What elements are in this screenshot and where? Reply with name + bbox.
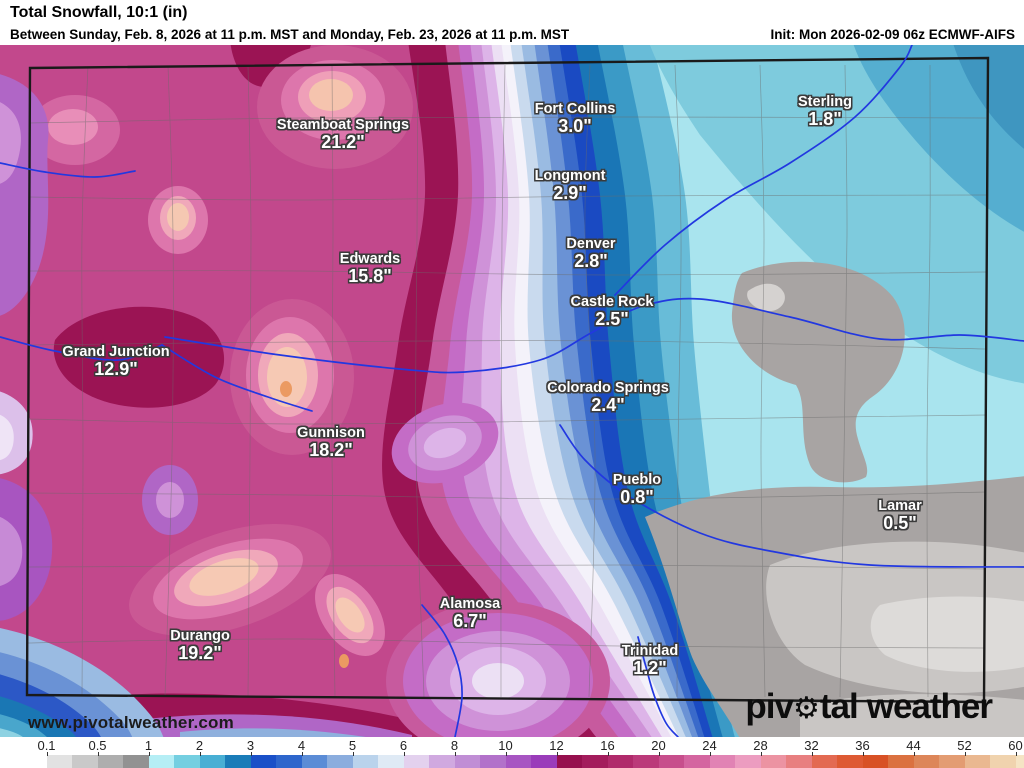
gear-icon: ⚙ (792, 691, 820, 726)
snowfall-color-scale: 0.1 0.5 1 2 3 4 5 6 8 10 12 16 20 24 28 32 36 44 52 60 (0, 737, 1024, 768)
colorbar-tick-mark (709, 752, 711, 756)
colorbar-tick-mark (454, 752, 456, 756)
colorbar-segment (862, 755, 888, 768)
colorbar-segment (225, 755, 251, 768)
colorbar-segment (735, 755, 761, 768)
colorbar-tick-label: 6 (399, 738, 408, 753)
colorbar-segment (888, 755, 914, 768)
colorbar-segment (123, 755, 149, 768)
colorbar-segment (97, 755, 123, 768)
colorbar-segment (429, 755, 455, 768)
colorbar-segment (709, 755, 735, 768)
colorbar-tick-label: 28 (753, 738, 768, 753)
colorbar (21, 755, 1024, 768)
colorbar-tick-mark (505, 752, 507, 756)
colorbar-segment (556, 755, 582, 768)
colorbar-tick-mark (556, 752, 558, 756)
colorbar-tick-mark (352, 752, 354, 756)
colorbar-segment (403, 755, 429, 768)
colorbar-tick-mark (760, 752, 762, 756)
colorbar-tick-mark (913, 752, 915, 756)
colorbar-segment (582, 755, 608, 768)
colorbar-segment (378, 755, 404, 768)
colorbar-tick-label: 0.5 (88, 738, 107, 753)
colorbar-segment (454, 755, 480, 768)
colorbar-tick-mark (1015, 752, 1017, 756)
colorbar-tick-mark (964, 752, 966, 756)
colorbar-segment (148, 755, 174, 768)
colorbar-tick-label: 8 (450, 738, 459, 753)
colorbar-segment (1015, 755, 1024, 768)
colorbar-segment (939, 755, 965, 768)
colorbar-segment (327, 755, 353, 768)
colorbar-segment (72, 755, 98, 768)
valid-period-label: Between Sunday, Feb. 8, 2026 at 11 p.m. … (10, 27, 570, 42)
colorbar-tick-label: 10 (498, 738, 513, 753)
colorbar-segment (301, 755, 327, 768)
colorbar-tick-label: 32 (804, 738, 819, 753)
colorbar-segment (684, 755, 710, 768)
colorbar-segment (760, 755, 786, 768)
colorbar-segment (352, 755, 378, 768)
colorbar-tick-label: 5 (348, 738, 357, 753)
pivotal-weather-logo: piv⚙tal weather (745, 687, 993, 726)
colorbar-segment (480, 755, 506, 768)
page-title: Total Snowfall, 10:1 (in) (10, 4, 188, 21)
colorbar-segment (633, 755, 659, 768)
colorbar-segment (811, 755, 837, 768)
colorbar-tick-mark (46, 752, 48, 756)
colorbar-tick-mark (250, 752, 252, 756)
snowfall-contour-map (0, 45, 1024, 737)
colorbar-tick-label: 16 (600, 738, 615, 753)
colorbar-segment (990, 755, 1016, 768)
colorbar-tick-mark (658, 752, 660, 756)
colorbar-tick-label: 12 (549, 738, 564, 753)
colorbar-tick-label: 44 (906, 738, 921, 753)
colorbar-tick-mark (148, 752, 150, 756)
colorbar-segment (607, 755, 633, 768)
colorbar-segment (199, 755, 225, 768)
colorbar-segment (174, 755, 200, 768)
colorbar-tick-label: 4 (297, 738, 306, 753)
colorbar-tick-label: 60 (1008, 738, 1023, 753)
colorbar-segment (21, 755, 47, 768)
colorbar-tick-mark (811, 752, 813, 756)
colorbar-tick-label: 52 (957, 738, 972, 753)
colorbar-tick-mark (862, 752, 864, 756)
colorbar-segment (276, 755, 302, 768)
colorbar-tick-label: 36 (855, 738, 870, 753)
colorbar-tick-mark (301, 752, 303, 756)
model-init-label: Init: Mon 2026-02-09 06z ECMWF-AIFS (770, 27, 1015, 42)
colorbar-tick-mark (97, 752, 99, 756)
colorbar-segment (250, 755, 276, 768)
colorbar-segment (46, 755, 72, 768)
colorbar-tick-label: 1 (144, 738, 153, 753)
header: Total Snowfall, 10:1 (in) Between Sunday… (0, 0, 1024, 45)
colorbar-tick-label: 0.1 (37, 738, 56, 753)
colorbar-tick-mark (607, 752, 609, 756)
colorbar-segment (505, 755, 531, 768)
colorbar-tick-mark (199, 752, 201, 756)
colorbar-segment (837, 755, 863, 768)
map-canvas: Steamboat Springs 21.2" Fort Collins 3.0" St… (0, 45, 1024, 737)
colorbar-segment (531, 755, 557, 768)
colorbar-tick-label: 24 (702, 738, 717, 753)
colorbar-segment (786, 755, 812, 768)
colorbar-tick-mark (403, 752, 405, 756)
colorbar-segment (964, 755, 990, 768)
colorbar-segment (913, 755, 939, 768)
watermark-url: www.pivotalweather.com (28, 713, 234, 732)
colorbar-segment (658, 755, 684, 768)
colorbar-tick-label: 2 (195, 738, 204, 753)
colorbar-tick-label: 3 (246, 738, 255, 753)
colorbar-tick-label: 20 (651, 738, 666, 753)
